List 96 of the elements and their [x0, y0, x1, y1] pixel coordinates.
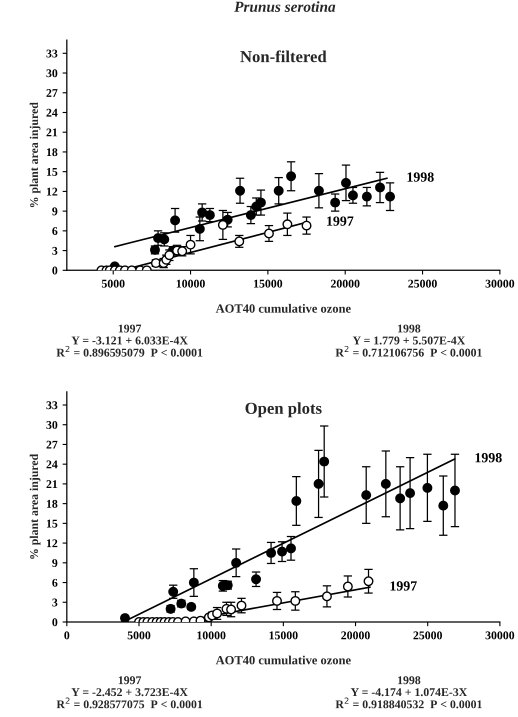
point	[450, 486, 460, 496]
point	[438, 500, 448, 511]
y-tick-label: 0	[52, 266, 58, 275]
point	[197, 207, 208, 218]
y-tick-label: 27	[46, 440, 58, 449]
y-tick-label: 27	[46, 89, 58, 97]
x-tick-label: 5000	[128, 631, 150, 640]
y-tick-label: 12	[46, 539, 58, 548]
point	[120, 613, 130, 622]
point	[314, 478, 324, 489]
point	[385, 192, 396, 202]
y-tick-label: 24	[46, 108, 58, 117]
x-tick-label: 30000	[486, 631, 514, 640]
x-tick-label: 30000	[486, 280, 514, 288]
y-tick-label: 12	[46, 188, 58, 196]
x-tick-label: 10000	[197, 631, 226, 640]
text: Open plots	[245, 402, 322, 418]
point	[319, 456, 330, 467]
point	[231, 558, 242, 568]
point	[282, 219, 292, 230]
x-tick-label: 20000	[341, 631, 370, 640]
point	[277, 546, 288, 557]
y-tick-label: 3	[52, 246, 58, 255]
annotation: 1997	[327, 216, 354, 226]
y-tick-label: 24	[46, 460, 58, 468]
text: 1998 Y = 1.779 + 5.507E-4X R$^{2}$ = 0.712106756 P < 0.0001	[336, 324, 482, 357]
point	[341, 178, 351, 188]
y-tick-label: 21	[46, 480, 58, 488]
x-tick-label: 5000	[102, 280, 125, 288]
point	[302, 220, 312, 231]
point	[218, 220, 228, 230]
point	[395, 493, 406, 504]
x-tick-label: 15000	[254, 280, 282, 288]
point	[170, 215, 180, 226]
text: 1998 Y = -4.174 + 1.074E-3X R$^{2}$ = 0.918840532 P < 0.0001	[336, 676, 482, 708]
x-tick-label: 10000	[176, 280, 205, 288]
point	[286, 171, 296, 182]
point	[264, 228, 274, 238]
point	[188, 578, 199, 588]
point	[256, 198, 266, 208]
point	[286, 543, 296, 554]
point	[364, 576, 374, 586]
y-tick-label: 15	[46, 168, 58, 176]
annotation: 1998	[408, 172, 434, 182]
point	[274, 186, 284, 196]
point	[422, 482, 432, 493]
y-tick-label: 33	[46, 401, 58, 410]
x-tick-label: 0	[64, 631, 70, 640]
y-tick-label: 9	[52, 207, 58, 216]
x-tick-label: 20000	[330, 280, 360, 288]
y-tick-label: 3	[52, 598, 58, 606]
y-tick-label: 6	[52, 578, 58, 587]
y-axis-title: % plant area injured	[30, 102, 40, 208]
point	[348, 190, 358, 200]
point	[235, 186, 246, 196]
annotation: 1997	[390, 581, 417, 591]
x-tick-label: 15000	[270, 631, 298, 640]
y-tick-label: 21	[46, 128, 58, 136]
point	[236, 600, 246, 611]
annotation: 1998	[476, 453, 502, 462]
point	[314, 186, 324, 196]
x-axis-title: AOT40 cumulative ozone	[216, 304, 351, 313]
point	[272, 596, 282, 606]
x-tick-label: 25000	[408, 280, 437, 288]
chart-subtitle: Non-filtered	[240, 50, 327, 62]
point	[246, 210, 256, 220]
point	[322, 591, 332, 602]
point	[226, 604, 236, 614]
point	[330, 198, 340, 208]
point	[251, 574, 262, 584]
point	[186, 240, 196, 250]
y-tick-label: 30	[46, 69, 58, 78]
y-tick-label: 33	[46, 50, 58, 58]
chart-title: Prunus serotina	[234, 1, 336, 12]
y-tick-label: 6	[52, 227, 58, 236]
y-tick-label: 0	[52, 618, 58, 626]
y-tick-label: 18	[46, 148, 58, 156]
point	[342, 582, 353, 592]
x-tick-label: 25000	[413, 631, 442, 640]
text: 1997 Y = -3.121 + 6.033E-4X R$^{2}$ = 0.896595079 P < 0.0001	[56, 324, 202, 357]
point	[194, 224, 205, 234]
y-tick-label: 9	[52, 559, 58, 568]
point	[266, 548, 276, 558]
point	[380, 478, 391, 489]
y-tick-label: 15	[46, 520, 58, 528]
point	[375, 182, 385, 192]
x-axis-title: AOT40 cumulative ozone	[216, 656, 351, 664]
point	[290, 596, 300, 606]
point	[405, 488, 416, 498]
y-tick-label: 18	[46, 500, 58, 508]
text: 1997 Y = -2.452 + 3.723E-4X R$^{2}$ = 0.928577075 P < 0.0001	[56, 676, 202, 708]
point	[361, 490, 372, 500]
y-tick-label: 30	[46, 420, 58, 429]
y-axis-title: % plant area injured	[30, 454, 40, 559]
point	[362, 192, 372, 202]
point	[291, 496, 302, 506]
